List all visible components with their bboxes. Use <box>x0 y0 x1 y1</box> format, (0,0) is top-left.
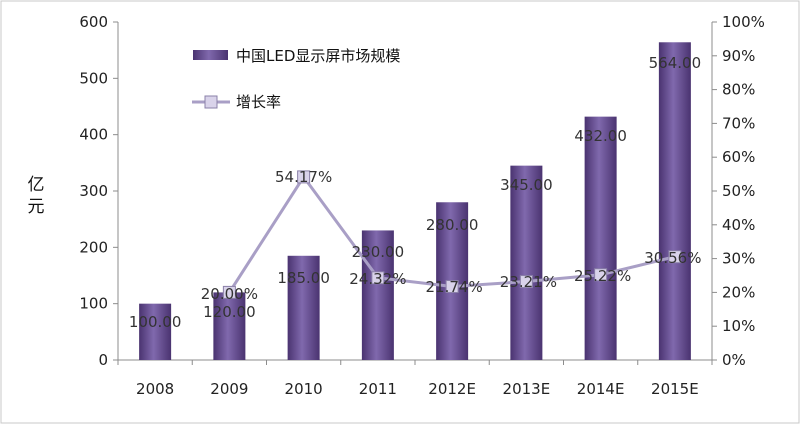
y2-tick-label: 40% <box>722 216 755 234</box>
x-tick-label: 2012E <box>428 380 476 398</box>
y2-tick-label: 30% <box>722 250 755 268</box>
line-marker <box>297 170 311 184</box>
y-axis-label: 亿 元 <box>28 175 45 217</box>
bar-value-label: 230.00 <box>352 243 405 261</box>
y2-tick-label: 70% <box>722 114 755 132</box>
legend-bar-swatch <box>193 50 228 60</box>
y-tick-label: 600 <box>79 13 108 31</box>
growth-value-label: 54.17% <box>275 168 332 186</box>
y-tick-label: 500 <box>79 69 108 87</box>
bar-value-label: 564.00 <box>649 54 702 72</box>
bar <box>139 303 172 360</box>
x-tick-label: 2009 <box>210 380 248 398</box>
bar-value-label: 345.00 <box>500 176 553 194</box>
y2-tick-label: 0% <box>722 351 746 369</box>
growth-value-label: 23.21% <box>500 273 557 291</box>
bar <box>658 42 691 360</box>
bars <box>139 42 691 360</box>
bar <box>361 230 394 360</box>
y2-tick-label: 80% <box>722 81 755 99</box>
y-tick-label: 200 <box>79 238 108 256</box>
data-labels: 100.00 120.00 185.00 230.00 280.00 345.00 432.… <box>129 54 702 331</box>
x-tick-label: 2015E <box>651 380 699 398</box>
line-marker <box>371 271 385 285</box>
bar <box>510 165 543 360</box>
bar-value-label: 100.00 <box>129 313 182 331</box>
y-axis-label-char-1: 亿 <box>28 175 45 195</box>
line-marker <box>668 250 682 264</box>
legend-bar-label: 中国LED显示屏市场规模 <box>236 47 400 65</box>
axes: 0 100 200 300 400 500 600 0% 10% 20% 30% 40% 50% 60% 7… <box>79 13 765 398</box>
growth-value-label: 25.22% <box>574 267 631 285</box>
y2-tick-label: 10% <box>722 317 755 335</box>
growth-value-label: 30.56% <box>644 249 701 267</box>
y2-tick-label: 100% <box>722 13 765 31</box>
legend-line-label: 增长率 <box>236 93 281 111</box>
growth-value-label: 24.32% <box>349 270 406 288</box>
growth-value-label: 20.00% <box>201 285 258 303</box>
bar <box>213 292 246 360</box>
x-tick-label: 2014E <box>577 380 625 398</box>
y2-tick-label: 60% <box>722 148 755 166</box>
x-tick-label: 2011 <box>359 380 397 398</box>
x-tick-label: 2013E <box>503 380 551 398</box>
y-tick-label: 300 <box>79 182 108 200</box>
y2-tick-label: 90% <box>722 47 755 65</box>
line-marker <box>594 268 608 282</box>
line-marker <box>445 280 459 294</box>
line-marker <box>222 285 236 299</box>
y2-tick-label: 20% <box>722 283 755 301</box>
bar <box>584 116 617 360</box>
y-tick-label: 400 <box>79 126 108 144</box>
bar-value-label: 185.00 <box>277 269 330 287</box>
legend: 中国LED显示屏市场规模 增长率 <box>192 47 400 111</box>
legend-line-marker <box>204 95 218 109</box>
bar-value-label: 120.00 <box>203 303 256 321</box>
bar-value-label: 432.00 <box>574 127 627 145</box>
y-tick-label: 100 <box>79 295 108 313</box>
growth-line <box>222 170 682 299</box>
y2-tick-label: 50% <box>722 182 755 200</box>
bar <box>287 255 320 360</box>
y-tick-label: 0 <box>98 351 108 369</box>
x-tick-label: 2008 <box>136 380 174 398</box>
bar-value-label: 280.00 <box>426 216 479 234</box>
line-marker <box>519 275 533 289</box>
x-tick-label: 2010 <box>285 380 323 398</box>
y-axis-label-char-2: 元 <box>28 197 45 217</box>
growth-value-label: 21.74% <box>426 278 483 296</box>
